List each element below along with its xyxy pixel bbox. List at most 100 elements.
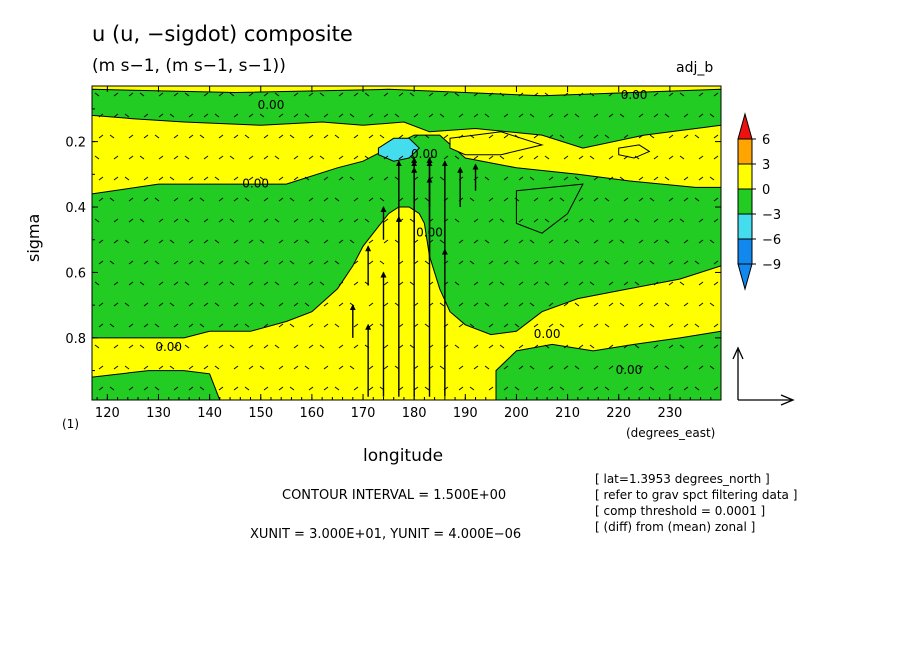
vector-arrow — [634, 344, 640, 349]
vector-arrow — [128, 155, 134, 160]
vector-arrow — [698, 302, 704, 307]
vector-arrow — [278, 239, 284, 244]
vector-arrow — [323, 260, 329, 265]
vector-arrow — [353, 323, 359, 328]
x-tick-label: 230 — [657, 406, 682, 421]
vector-arrow — [173, 134, 179, 139]
vector-arrow — [653, 155, 659, 160]
vector-arrow — [349, 113, 355, 118]
vector-arrow — [248, 218, 254, 223]
vector-arrow — [619, 365, 625, 370]
vector-arrow — [713, 281, 719, 286]
vector-arrow — [319, 155, 325, 160]
vector-arrow — [518, 365, 524, 370]
vector-arrow — [319, 344, 325, 349]
vector-arrow — [533, 344, 539, 349]
contour-region — [92, 88, 721, 149]
vector-arrow — [233, 302, 239, 307]
vector-arrow — [323, 302, 329, 307]
vector-arrow — [139, 92, 145, 97]
vector-arrow — [278, 260, 284, 265]
vector-arrow — [668, 260, 674, 265]
vector-arrow — [203, 218, 209, 223]
contour-label: 0.00 — [621, 88, 648, 102]
vector-arrow — [199, 134, 205, 139]
vector-arrow — [334, 323, 340, 328]
vector-arrow — [623, 92, 629, 97]
vector-arrow — [319, 218, 325, 223]
vector-arrow — [143, 386, 149, 391]
vector-arrow — [98, 239, 104, 244]
vector-arrow — [188, 176, 194, 181]
vector-arrow — [139, 344, 145, 349]
vector-arrow — [109, 260, 115, 265]
vector-arrow — [323, 197, 329, 202]
vector-arrow — [413, 113, 419, 118]
vector-arrow — [218, 344, 224, 349]
vector-arrow — [199, 260, 205, 265]
contour-label: 0.00 — [242, 176, 269, 190]
vector-arrow — [173, 260, 179, 265]
vector-arrow — [439, 365, 445, 370]
vector-arrow — [458, 134, 464, 139]
vector-arrow — [128, 92, 134, 97]
vector-arrow — [698, 239, 704, 244]
vector-arrow — [529, 176, 535, 181]
vector-arrow — [304, 113, 310, 118]
vector-arrow — [653, 176, 659, 181]
x-tick-label: 130 — [146, 406, 171, 421]
vector-arrow — [533, 134, 539, 139]
vector-arrow — [143, 113, 149, 118]
vector-arrow — [218, 197, 224, 202]
vector-arrow — [439, 113, 445, 118]
vector-arrow — [173, 281, 179, 286]
vector-arrow — [383, 113, 389, 118]
vector-arrow — [184, 218, 190, 223]
vector-arrow — [214, 239, 220, 244]
vector-arrow — [154, 386, 160, 391]
vector-arrow — [143, 365, 149, 370]
vector-arrow — [578, 155, 584, 160]
vector-arrow — [143, 260, 149, 265]
vector-arrow — [263, 386, 269, 391]
vector-arrow — [188, 302, 194, 307]
vector-arrow — [548, 197, 554, 202]
x-tick-label: 120 — [95, 406, 120, 421]
vector-arrow — [649, 134, 655, 139]
contour-label: 0.00 — [416, 225, 443, 239]
vector-arrow — [188, 239, 194, 244]
vector-arrow — [308, 155, 314, 160]
vector-arrow — [619, 302, 625, 307]
vector-arrow — [548, 176, 554, 181]
vector-arrow — [98, 365, 104, 370]
vector-arrow — [679, 92, 685, 97]
vector-arrow — [259, 365, 265, 370]
vector-arrow — [188, 134, 194, 139]
vector-arrow — [473, 155, 479, 160]
vector-arrow — [274, 281, 280, 286]
vector-arrow — [259, 302, 265, 307]
vector-arrow — [533, 92, 539, 97]
vector-arrow — [563, 239, 569, 244]
experiment-tag: adj_b — [676, 60, 714, 76]
vector-arrow — [274, 218, 280, 223]
vector-arrow — [694, 134, 700, 139]
vector-arrow — [578, 92, 584, 97]
vector-arrow — [488, 134, 494, 139]
vector-arrow — [293, 344, 299, 349]
vector-arrow — [548, 365, 554, 370]
vector-arrow — [608, 302, 614, 307]
vector-arrow — [578, 218, 584, 223]
vector-arrow — [173, 92, 179, 97]
vector-arrow — [293, 92, 299, 97]
vector-arrow — [323, 365, 329, 370]
vector-arrow — [143, 197, 149, 202]
vector-arrow — [229, 281, 235, 286]
vector-arrow — [503, 176, 509, 181]
vector-arrow — [143, 176, 149, 181]
chart-subtitle: (m s−1, (m s−1, s−1)) — [92, 56, 286, 76]
vector-arrow — [293, 281, 299, 286]
vector-arrow — [559, 323, 565, 328]
vector-arrow — [263, 155, 269, 160]
